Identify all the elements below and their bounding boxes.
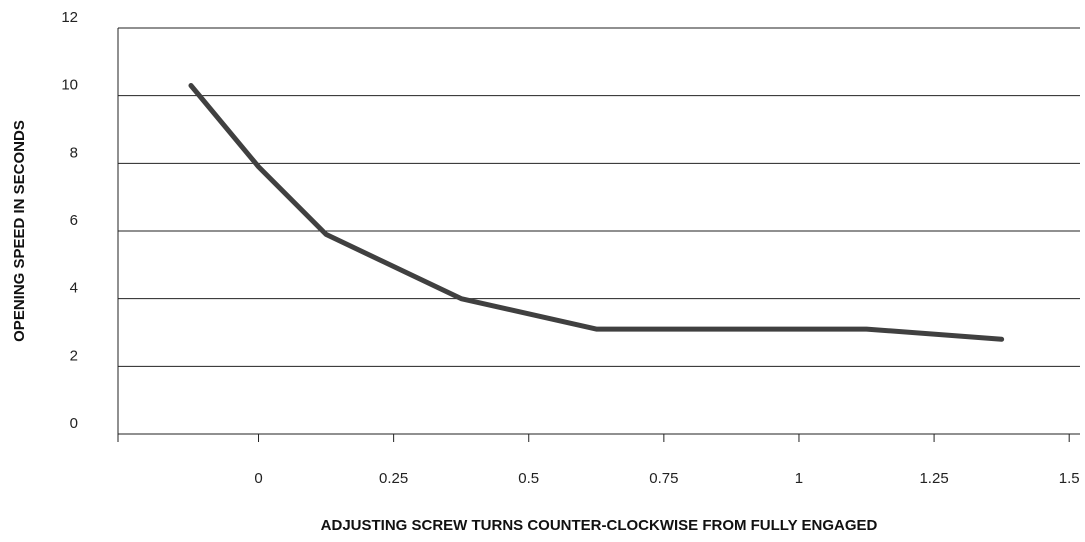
y-tick-label: 8 bbox=[70, 144, 78, 161]
y-tick-label: 12 bbox=[61, 9, 78, 26]
y-tick-label: 6 bbox=[70, 212, 78, 229]
x-tick-label: 1 bbox=[795, 470, 803, 487]
x-tick-label: 0.25 bbox=[379, 470, 408, 487]
gridlines bbox=[118, 27, 1080, 367]
y-tick-labels: 0 2 4 6 8 10 12 bbox=[61, 9, 78, 432]
y-tick-label: 2 bbox=[70, 347, 78, 364]
y-tick-label: 0 bbox=[70, 415, 78, 432]
series-line bbox=[188, 83, 1005, 342]
y-axis-title: OPENING SPEED IN SECONDS bbox=[11, 120, 28, 342]
x-axis-title: ADJUSTING SCREW TURNS COUNTER-CLOCKWISE … bbox=[321, 517, 878, 534]
x-tick-label: 1.25 bbox=[919, 470, 948, 487]
x-tick-label: 0 bbox=[254, 470, 262, 487]
series-layer bbox=[188, 83, 1005, 342]
x-tick-label: 0.75 bbox=[649, 470, 678, 487]
axes bbox=[117, 28, 1080, 435]
x-tick-label: 1.5 bbox=[1059, 470, 1080, 487]
x-tick-label: 0.5 bbox=[518, 470, 539, 487]
y-tick-label: 4 bbox=[70, 280, 78, 297]
x-tick-labels: 0 0.25 0.5 0.75 1 1.25 1.5 bbox=[117, 434, 1080, 487]
y-tick-label: 10 bbox=[61, 77, 78, 94]
